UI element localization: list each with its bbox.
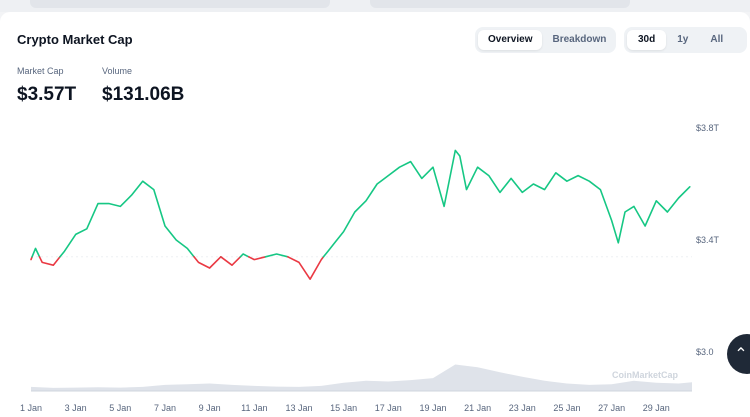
y-tick-label: $3.0 (696, 347, 714, 357)
x-tick-label: 9 Jan (199, 403, 221, 413)
range-all[interactable]: All (710, 34, 724, 45)
market-cap-line-down-segment (38, 256, 61, 266)
tab-breakdown[interactable]: Breakdown (552, 34, 607, 45)
watermark: CoinMarketCap (612, 370, 679, 380)
market-cap-line-down-segment (220, 256, 242, 266)
x-tick-label: 11 Jan (241, 403, 267, 413)
range-toggle: 30d 1y All (624, 27, 747, 53)
volume-label: Volume (102, 66, 133, 76)
volume-area (31, 364, 692, 391)
market-cap-line-up-segment (264, 253, 289, 258)
x-axis-labels: 1 Jan 3 Jan 5 Jan 7 Jan 9 Jan 11 Jan 13 Jan 15 … (20, 403, 670, 413)
market-cap-label: Market Cap (17, 66, 64, 76)
market-cap-line-up-segment (239, 253, 250, 258)
range-1y[interactable]: 1y (677, 34, 689, 45)
view-toggle: Overview Breakdown (475, 27, 616, 53)
top-bar-ghost-tab (30, 0, 330, 8)
x-tick-label: 7 Jan (154, 403, 176, 413)
market-cap-value: $3.57T (17, 84, 77, 105)
chevron-up-icon: ⌃ (734, 346, 748, 363)
market-cap-line-up-segment (322, 149, 691, 258)
x-tick-label: 13 Jan (285, 403, 312, 413)
x-tick-label: 23 Jan (509, 403, 536, 413)
x-tick-label: 21 Jan (464, 403, 491, 413)
x-tick-label: 25 Jan (553, 403, 580, 413)
x-tick-label: 19 Jan (419, 403, 446, 413)
y-axis-labels: $3.8T $3.4T $3.0 (696, 123, 720, 357)
x-tick-label: 3 Jan (65, 403, 87, 413)
market-cap-line-down-segment (247, 256, 267, 261)
x-tick-label: 5 Jan (109, 403, 131, 413)
range-30d[interactable]: 30d (627, 30, 667, 50)
x-tick-label: 17 Jan (375, 403, 402, 413)
top-bar-ghost-tab (370, 0, 630, 8)
x-tick-label: 27 Jan (598, 403, 625, 413)
market-cap-line-up-segment (59, 180, 195, 258)
volume-area-layer (31, 256, 692, 392)
market-cap-line-down-segment (193, 256, 222, 269)
x-tick-label: 1 Jan (20, 403, 42, 413)
y-tick-label: $3.8T (696, 123, 720, 133)
x-tick-label: 29 Jan (643, 403, 670, 413)
market-cap-line-down-segment (287, 256, 325, 280)
tab-overview[interactable]: Overview (478, 30, 543, 50)
market-cap-line-layer (30, 149, 691, 280)
y-tick-label: $3.4T (696, 235, 720, 245)
card-title: Crypto Market Cap (17, 32, 133, 47)
scroll-up-button[interactable]: ⌃ (727, 334, 750, 374)
market-cap-line-up-segment (31, 247, 41, 258)
x-tick-label: 15 Jan (330, 403, 357, 413)
volume-value: $131.06B (102, 84, 185, 105)
top-bar (0, 0, 750, 12)
